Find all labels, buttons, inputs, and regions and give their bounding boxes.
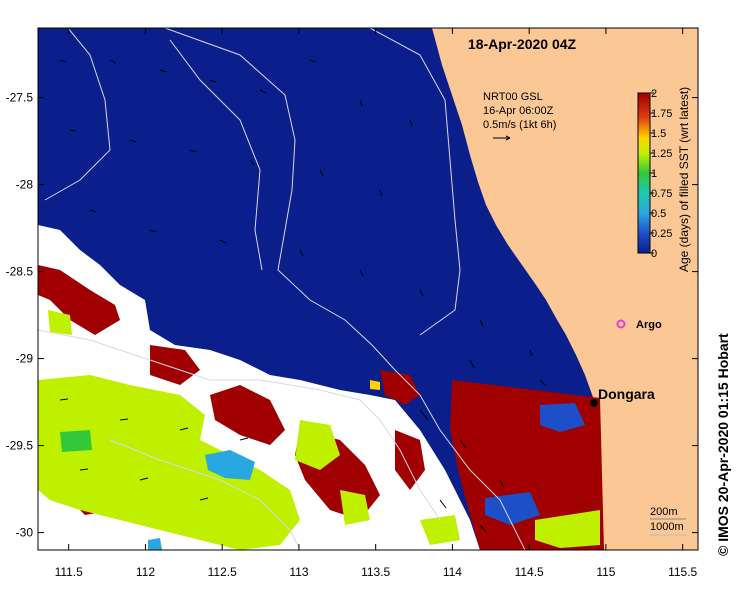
colorbar-tick-label: 0.25 [651,228,672,240]
y-tick-label: -29 [16,352,34,366]
dongara-label: Dongara [598,386,655,402]
x-tick-label: 111.5 [55,565,84,579]
y-tick-label: -27.5 [6,91,34,105]
current-vectors [59,59,547,533]
colorbar-tick-label: 1.75 [651,108,672,120]
x-tick-label: 115 [596,565,615,579]
dongara-marker [590,399,598,407]
x-tick-label: 113 [289,565,308,579]
age-low-patches [60,380,585,550]
x-tick-label: 114.5 [515,565,544,579]
x-tick-label: 115.5 [668,565,697,579]
current-legend-line2: 16-Apr 06:00Z [483,105,554,117]
y-tick-label: -28.5 [6,265,34,279]
credit-text: © IMOS 20-Apr-2020 01:15 Hobart [715,333,731,556]
current-legend-arrowhead [505,135,511,141]
y-axis: -27.5 -28 -28.5 -29 -29.5 -30 [6,91,698,540]
x-axis: 111.5 112 112.5 113 113.5 114 114.5 115 115.5 [55,28,698,579]
colorbar-tick-label: 0.75 [651,188,672,200]
bathymetry-contours [38,28,526,550]
map-plot-area [38,28,698,550]
land-mass [432,28,698,550]
x-tick-label: 112.5 [208,565,237,579]
colorbar-fill [637,92,651,254]
x-tick-label: 112 [136,565,155,579]
colorbar-ticks: 2 1.75 1.5 1.25 1 0.75 0.5 0.25 0 [650,88,672,260]
contour-label-200: 200m [650,506,678,518]
current-legend-line1: NRT00 GSL [483,91,543,103]
argo-label: Argo [636,319,662,331]
colorbar-tick-label: 1.5 [651,128,666,140]
current-legend-line3: 0.5m/s (1kt 6h) [483,119,556,131]
colorbar-tick-label: 2 [651,88,657,100]
current-legend: NRT00 GSL 16-Apr 06:00Z 0.5m/s (1kt 6h) [483,91,556,141]
colorbar-tick-label: 1 [651,168,657,180]
contour-label-1000: 1000m [650,521,684,533]
y-tick-label: -28 [16,178,34,192]
plot-frame [37,27,699,551]
y-tick-label: -30 [16,526,34,540]
colorbar-tick-label: 1.25 [651,148,672,160]
x-tick-label: 114 [443,565,462,579]
colorbar-tick-label: 0 [651,248,657,260]
map-title: 18-Apr-2020 04Z [468,36,577,52]
colorbar: 2 1.75 1.5 1.25 1 0.75 0.5 0.25 0 Age (days) of … [637,87,691,272]
colorbar-tick-label: 0.5 [651,208,666,220]
x-tick-label: 113.5 [361,565,390,579]
y-tick-label: -29.5 [6,439,34,453]
argo-marker [616,319,626,329]
colorbar-title: Age (days) of filled SST (wrt latest) [677,87,691,272]
